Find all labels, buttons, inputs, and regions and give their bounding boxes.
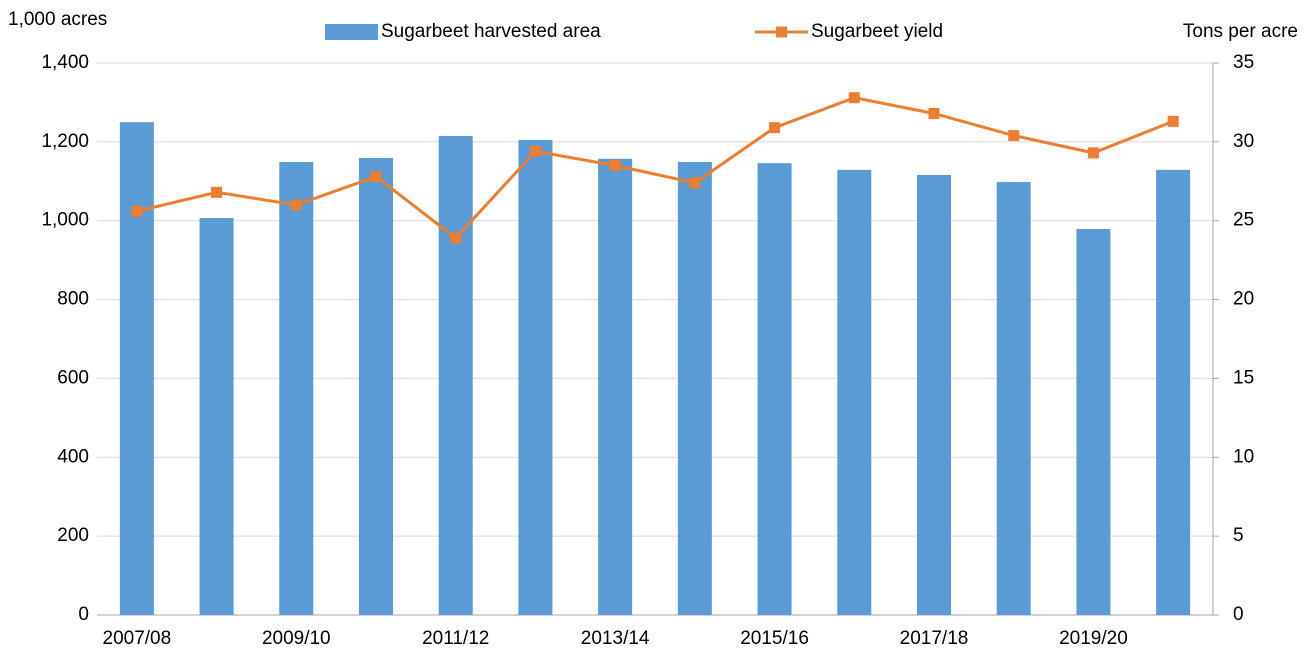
x-tick-label: 2009/10 xyxy=(262,628,331,649)
line-marker xyxy=(131,205,143,217)
y-tick-label: 0 xyxy=(78,604,89,625)
y-tick-label: 1,400 xyxy=(41,52,89,73)
line-marker xyxy=(1087,147,1099,159)
y2-tick-label: 35 xyxy=(1233,52,1254,73)
y2-tick-label: 15 xyxy=(1233,367,1254,388)
y-tick-label: 400 xyxy=(57,446,89,467)
line-marker xyxy=(450,232,462,244)
y-tick-label: 600 xyxy=(57,367,89,388)
legend-swatch xyxy=(325,24,378,40)
bar xyxy=(837,169,872,615)
bar xyxy=(119,122,154,616)
legend-marker xyxy=(776,26,787,38)
bar xyxy=(677,161,712,616)
line-marker xyxy=(290,199,302,211)
x-tick-label: 2019/20 xyxy=(1059,628,1128,649)
bar xyxy=(518,139,553,615)
y-tick-label: 200 xyxy=(57,525,89,546)
y2-tick-label: 25 xyxy=(1233,210,1254,231)
y-axis-title: 1,000 acres xyxy=(8,9,107,30)
y2-tick-label: 0 xyxy=(1233,604,1244,625)
x-tick-label: 2011/12 xyxy=(422,628,489,649)
bar xyxy=(279,161,314,616)
line-marker xyxy=(609,160,621,172)
y2-tick-label: 20 xyxy=(1233,289,1254,310)
bar xyxy=(359,158,393,615)
line-marker xyxy=(689,177,701,189)
line xyxy=(136,96,1174,241)
bar xyxy=(1076,228,1111,615)
x-tick-label: 2007/08 xyxy=(103,628,172,649)
y2-tick-label: 10 xyxy=(1233,446,1254,467)
line-marker xyxy=(769,122,781,134)
x-tick-label: 2017/18 xyxy=(900,628,969,649)
line-marker xyxy=(370,171,382,183)
y2-tick-label: 5 xyxy=(1233,525,1244,546)
bar xyxy=(199,217,234,615)
bar xyxy=(917,174,951,615)
bar xyxy=(757,163,792,616)
bar xyxy=(438,135,473,615)
line-marker xyxy=(1008,130,1020,142)
line-marker xyxy=(848,92,860,104)
x-tick-label: 2013/14 xyxy=(581,628,650,649)
bar xyxy=(598,158,633,615)
y-tick-label: 1,000 xyxy=(41,210,89,231)
line-marker xyxy=(1167,115,1179,127)
x-tick-label: 2015/16 xyxy=(740,628,809,649)
bar xyxy=(1156,169,1191,615)
y2-axis-title: Tons per acre xyxy=(1183,21,1298,42)
legend-label: Sugarbeet yield xyxy=(811,21,943,42)
bar xyxy=(996,182,1031,615)
line-marker xyxy=(211,186,223,198)
line-marker xyxy=(928,107,940,119)
y-tick-label: 800 xyxy=(57,289,89,310)
legend-label: Sugarbeet harvested area xyxy=(381,21,601,42)
y2-tick-label: 30 xyxy=(1233,131,1254,152)
line-marker xyxy=(529,145,541,157)
y-tick-label: 1,200 xyxy=(41,131,89,152)
